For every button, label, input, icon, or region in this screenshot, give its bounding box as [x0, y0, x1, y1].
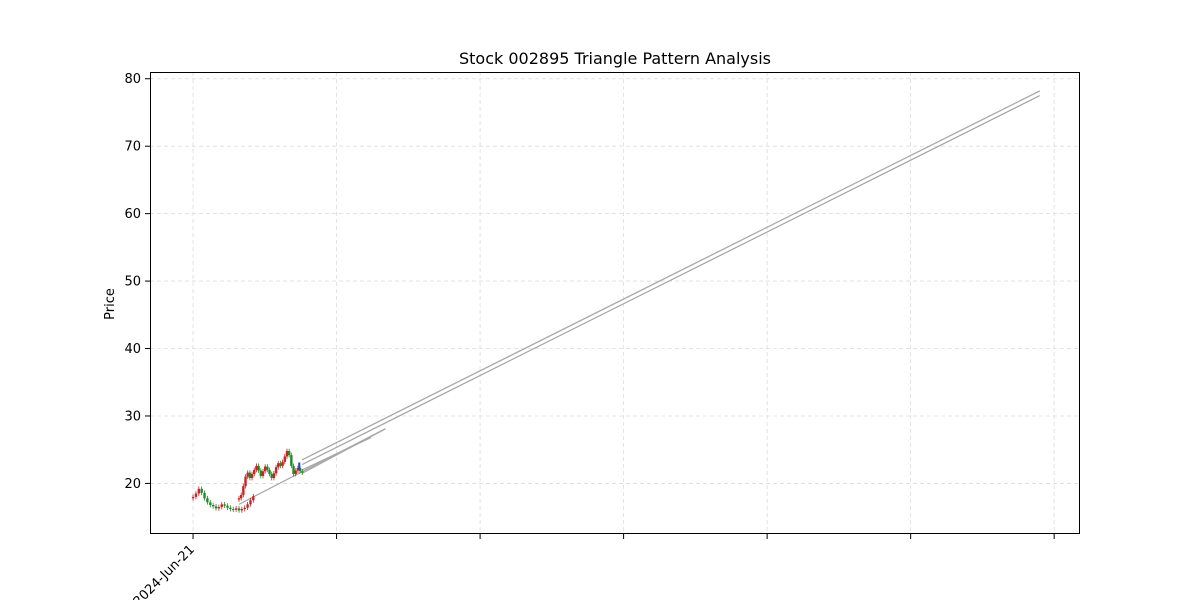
- candle-body: [214, 506, 218, 509]
- trend-line: [301, 436, 372, 471]
- grid: [150, 72, 1080, 534]
- candle-body: [250, 473, 254, 479]
- candle-body: [274, 467, 278, 474]
- candle-body: [242, 486, 245, 495]
- candle-body: [246, 472, 249, 477]
- candle-body: [257, 465, 260, 471]
- candle-body: [296, 467, 300, 471]
- y-tick-label: 80: [124, 72, 141, 87]
- candle-body: [285, 451, 289, 457]
- candle-body: [244, 476, 247, 487]
- candle-body: [203, 492, 206, 499]
- y-tick-label: 20: [124, 477, 141, 492]
- candle-body: [240, 509, 244, 511]
- candle-body: [283, 456, 286, 462]
- candle-body: [211, 504, 215, 507]
- candle-body: [223, 504, 226, 506]
- candle-body: [239, 494, 243, 499]
- candle-body: [220, 504, 223, 508]
- candle-body: [243, 507, 246, 510]
- candle-body: [252, 496, 255, 501]
- candle-body: [206, 498, 209, 503]
- candle-body: [294, 470, 297, 474]
- y-axis-label: Price: [103, 288, 118, 320]
- candle-body: [191, 496, 195, 499]
- candle-body: [248, 472, 252, 479]
- x-tick-label: 2024-Jun-21: [131, 542, 198, 600]
- candle-body: [197, 488, 200, 494]
- candle-body: [234, 508, 238, 510]
- plot-area: [191, 90, 1041, 513]
- candle-body: [263, 466, 267, 472]
- candle-body: [261, 471, 265, 476]
- candle-body: [270, 473, 273, 479]
- chart-title: Stock 002895 Triangle Pattern Analysis: [459, 49, 771, 68]
- candle-body: [217, 507, 221, 509]
- y-tick-label: 50: [124, 275, 141, 290]
- candle-body: [226, 505, 229, 508]
- trend-line: [301, 95, 1041, 466]
- y-tick-label: 70: [124, 140, 141, 155]
- candle-body: [277, 463, 280, 468]
- candle-body: [281, 461, 284, 466]
- candle-body: [237, 508, 241, 511]
- candle-body: [272, 473, 276, 479]
- candle-body: [266, 466, 269, 470]
- candle-body: [246, 504, 249, 508]
- candle-body: [255, 465, 258, 470]
- candle-body: [249, 500, 252, 505]
- candle-body: [268, 469, 271, 474]
- y-tick-label: 60: [124, 207, 141, 222]
- candle-body: [279, 463, 282, 466]
- plot-frame: [150, 72, 1080, 534]
- axes: 20 30 40 50 60 70 80 2024-Jun-21: [124, 72, 1055, 600]
- candle-body: [287, 451, 291, 456]
- candle-body: [253, 469, 256, 474]
- y-tick-label: 30: [124, 409, 141, 424]
- candle-body: [301, 471, 304, 473]
- trend-line: [301, 90, 1041, 461]
- candle-body: [292, 465, 295, 474]
- candle-body: [237, 498, 241, 500]
- candle-body: [209, 502, 212, 505]
- candle-body: [194, 493, 198, 497]
- candle-body: [259, 470, 262, 476]
- candle-body: [200, 488, 203, 493]
- candle-body: [290, 455, 293, 466]
- y-tick-label: 40: [124, 342, 141, 357]
- candle-body: [229, 507, 232, 510]
- candle-body: [232, 509, 235, 511]
